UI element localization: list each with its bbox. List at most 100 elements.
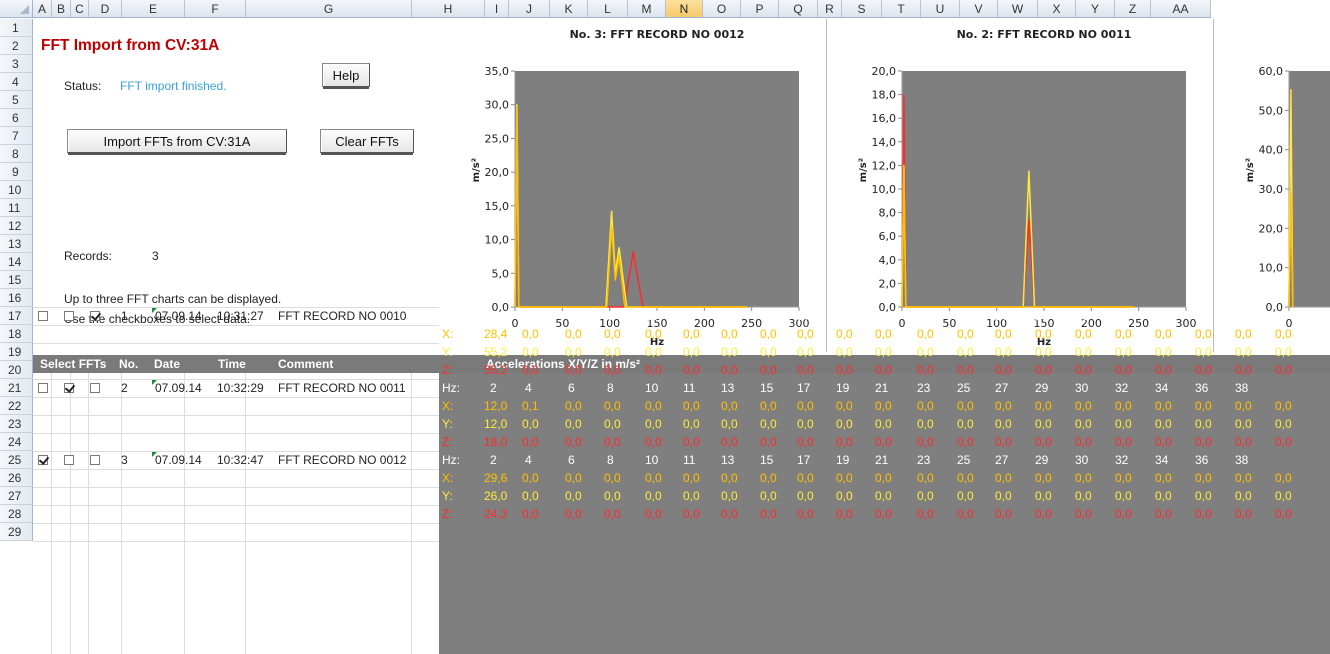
help-button[interactable]: Help <box>322 63 370 89</box>
gridline <box>33 325 439 326</box>
select-fft-checkbox[interactable] <box>64 311 74 321</box>
acceleration-value: 0,0 <box>721 435 738 449</box>
column-header[interactable]: D <box>89 0 122 18</box>
gridline <box>51 373 52 654</box>
x-tick-label: 300 <box>1176 317 1197 330</box>
record-no: 1 <box>121 309 128 323</box>
acceleration-value: 0,0 <box>565 327 582 341</box>
column-header[interactable]: W <box>998 0 1038 18</box>
row-header[interactable]: 8 <box>0 145 33 163</box>
row-header[interactable]: 22 <box>0 397 33 415</box>
status-label: Status: <box>64 79 102 93</box>
row-header[interactable]: 17 <box>0 307 33 325</box>
column-header[interactable]: S <box>842 0 882 18</box>
acceleration-value: 0,0 <box>1235 327 1252 341</box>
column-header[interactable]: A <box>33 0 52 18</box>
select-fft-checkbox[interactable] <box>38 455 48 465</box>
acceleration-value: 0,0 <box>604 327 621 341</box>
select-all-corner[interactable] <box>0 0 33 18</box>
import-ffts-button[interactable]: Import FFTs from CV:31A <box>67 129 287 155</box>
acceleration-value: 0,0 <box>1235 399 1252 413</box>
column-header[interactable]: E <box>122 0 185 18</box>
row-header[interactable]: 23 <box>0 415 33 433</box>
axis-label-y: Y: <box>442 489 453 503</box>
row-header[interactable]: 20 <box>0 361 33 379</box>
column-header[interactable]: X <box>1038 0 1076 18</box>
fft-chart-1[interactable]: No. 3: FFT RECORD NO 0012 0,0 5,0 10,0 15,0 2… <box>439 19 827 352</box>
acceleration-value: 0,0 <box>683 507 700 521</box>
gridline <box>184 373 185 654</box>
select-fft-checkbox[interactable] <box>64 455 74 465</box>
column-header[interactable]: Q <box>779 0 818 18</box>
select-fft-checkbox[interactable] <box>38 383 48 393</box>
y-tick-label: 8,0 <box>879 207 897 220</box>
row-header[interactable]: 27 <box>0 487 33 505</box>
row-header[interactable]: 28 <box>0 505 33 523</box>
column-header[interactable]: C <box>71 0 89 18</box>
clear-ffts-button[interactable]: Clear FFTs <box>320 129 414 155</box>
hz-value: 11 <box>683 381 696 395</box>
row-header[interactable]: 12 <box>0 217 33 235</box>
x-tick-label: 200 <box>694 317 715 330</box>
row-header[interactable]: 5 <box>0 91 33 109</box>
column-header[interactable]: L <box>588 0 628 18</box>
select-fft-checkbox[interactable] <box>38 311 48 321</box>
fft-chart-3[interactable]: 0,0 10,0 20,0 30,0 40,0 50,0 60,0 0 m/s² <box>1215 19 1330 352</box>
column-header[interactable]: U <box>921 0 960 18</box>
select-fft-checkbox[interactable] <box>90 311 100 321</box>
row-header[interactable]: 25 <box>0 451 33 469</box>
column-header[interactable]: P <box>741 0 779 18</box>
row-header[interactable]: 6 <box>0 109 33 127</box>
acceleration-value: 0,0 <box>836 363 853 377</box>
row-header[interactable]: 3 <box>0 55 33 73</box>
row-header[interactable]: 1 <box>0 19 33 37</box>
row-header[interactable]: 7 <box>0 127 33 145</box>
select-fft-checkbox[interactable] <box>90 383 100 393</box>
column-header[interactable]: J <box>509 0 550 18</box>
row-header[interactable]: 13 <box>0 235 33 253</box>
column-header[interactable]: H <box>412 0 485 18</box>
column-header[interactable]: B <box>52 0 71 18</box>
column-header[interactable]: O <box>703 0 741 18</box>
row-header[interactable]: 2 <box>0 37 33 55</box>
row-header[interactable]: 29 <box>0 523 33 541</box>
select-fft-checkbox[interactable] <box>90 455 100 465</box>
column-header[interactable]: F <box>185 0 246 18</box>
hz-value: 21 <box>875 453 889 467</box>
row-header[interactable]: 16 <box>0 289 33 307</box>
row-header[interactable]: 11 <box>0 199 33 217</box>
axis-label-x: X: <box>442 399 454 413</box>
column-header[interactable]: T <box>882 0 921 18</box>
row-header[interactable]: 19 <box>0 343 33 361</box>
column-header[interactable]: V <box>960 0 998 18</box>
row-header[interactable]: 21 <box>0 379 33 397</box>
column-header[interactable]: K <box>550 0 588 18</box>
column-header[interactable]: M <box>628 0 666 18</box>
acceleration-value: 0,0 <box>1155 345 1172 359</box>
select-fft-checkbox[interactable] <box>64 383 74 393</box>
column-header[interactable]: N <box>666 0 703 18</box>
column-header[interactable]: I <box>485 0 509 18</box>
row-header[interactable]: 9 <box>0 163 33 181</box>
row-header[interactable]: 18 <box>0 325 33 343</box>
row-header[interactable]: 15 <box>0 271 33 289</box>
acceleration-value: 0,0 <box>645 489 662 503</box>
column-header[interactable]: Y <box>1076 0 1115 18</box>
acceleration-value: 0,0 <box>522 345 539 359</box>
row-header[interactable]: 4 <box>0 73 33 91</box>
y-tick-label: 5,0 <box>492 267 510 280</box>
column-header[interactable]: AA <box>1151 0 1211 18</box>
acceleration-value: 0,0 <box>957 327 974 341</box>
column-header[interactable]: Z <box>1115 0 1151 18</box>
acceleration-value: 12,0 <box>484 417 508 431</box>
row-header[interactable]: 26 <box>0 469 33 487</box>
column-header[interactable]: G <box>246 0 412 18</box>
row-header[interactable]: 10 <box>0 181 33 199</box>
row-header[interactable]: 14 <box>0 253 33 271</box>
acceleration-value: 0,0 <box>1195 417 1212 431</box>
fft-chart-2[interactable]: No. 2: FFT RECORD NO 0011 0,0 2,0 4,0 6,0 8,0… <box>828 19 1214 352</box>
row-header[interactable]: 24 <box>0 433 33 451</box>
acceleration-value: 0,0 <box>995 399 1012 413</box>
record-comment: FFT RECORD NO 0010 <box>278 309 407 323</box>
column-header[interactable]: R <box>818 0 842 18</box>
